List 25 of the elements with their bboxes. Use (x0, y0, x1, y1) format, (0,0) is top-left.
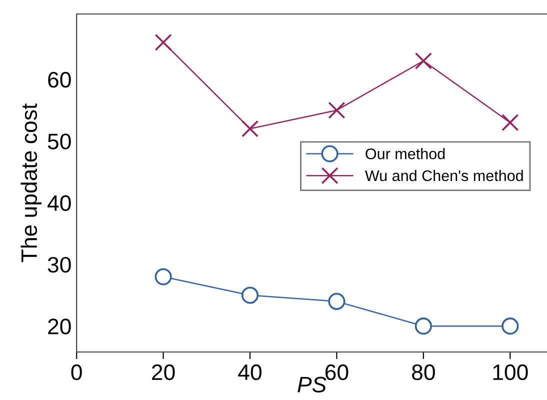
point (502, 318, 519, 335)
point (502, 114, 519, 132)
y-axis-title: The update cost (20, 103, 42, 262)
x-tick-label: 40 (238, 364, 262, 380)
legend-label: Our method (366, 148, 445, 160)
point (414, 52, 432, 70)
point (241, 286, 259, 304)
point (154, 268, 172, 286)
y-tick-label: 20 (48, 318, 71, 334)
x-tick-label: 20 (152, 364, 175, 380)
y-tick-label: 40 (48, 195, 71, 212)
y-tick-label: 30 (48, 256, 71, 273)
y-tick-label: 50 (48, 134, 71, 150)
point (328, 102, 346, 119)
x-tick-label: 0 (71, 364, 82, 380)
point (241, 120, 259, 138)
y-tick-label: 60 (48, 72, 71, 88)
x-tick-label: 60 (325, 364, 348, 380)
point (328, 292, 346, 310)
x-tick-label: 100 (493, 364, 528, 380)
x-axis-title: PS (298, 376, 326, 393)
x-tick-label: 80 (412, 364, 435, 380)
legend-label: Wu and Chen's method (365, 170, 523, 182)
point (154, 34, 172, 51)
point (414, 318, 432, 335)
